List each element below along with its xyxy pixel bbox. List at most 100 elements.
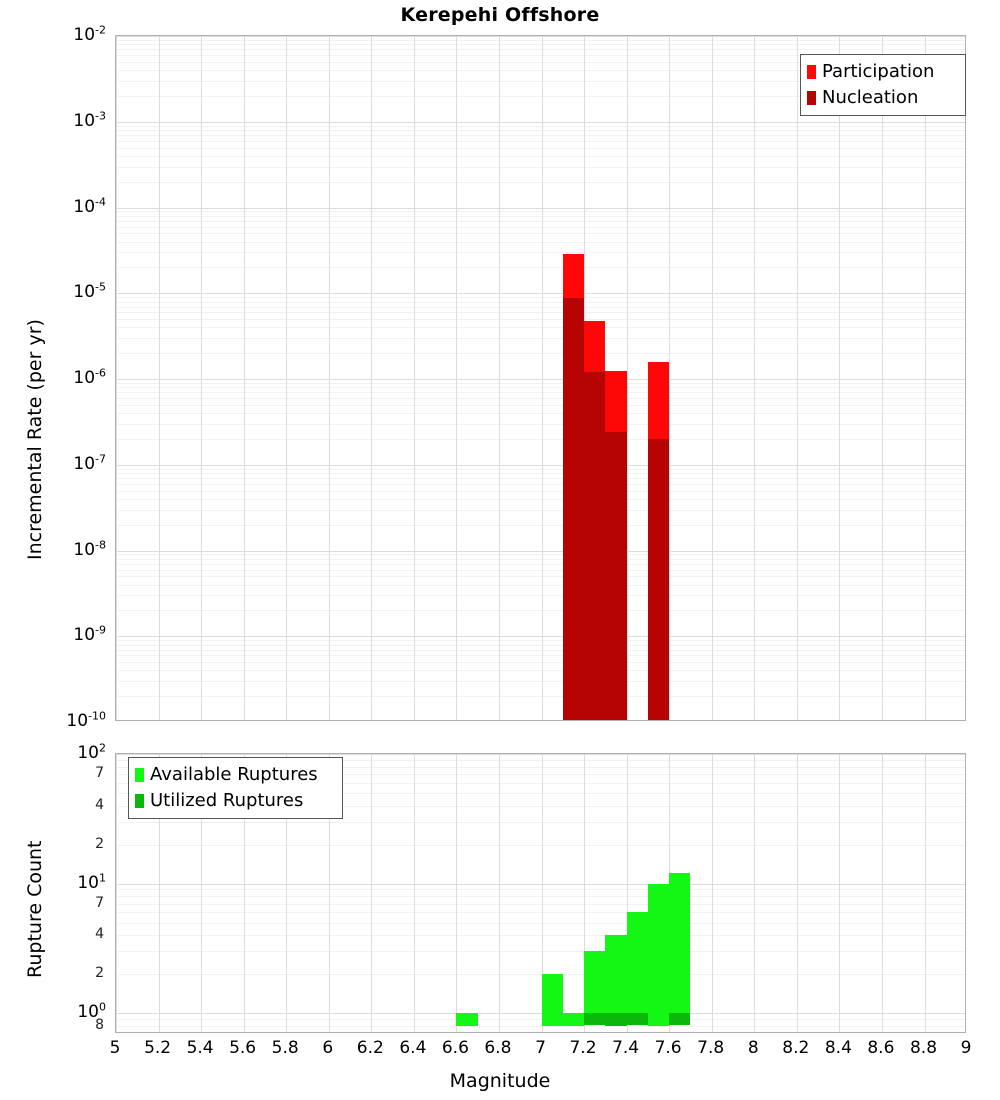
x-tick-label: 8.4: [824, 1038, 852, 1058]
gridline-v: [541, 754, 543, 1032]
gridline-h-minor: [116, 404, 965, 406]
gridline-h-minor: [116, 662, 965, 664]
gridline-h-minor: [116, 39, 965, 41]
gridline-v: [584, 754, 585, 1032]
gridline-h-minor: [116, 793, 965, 794]
gridline-v: [116, 36, 117, 720]
gridline-v: [243, 36, 245, 720]
y-tick-label-bottom: 101: [77, 870, 106, 893]
gridline-h-minor: [116, 140, 965, 142]
bar-segment-available: [605, 935, 627, 1026]
y-tick-label-top: 10-7: [73, 452, 106, 474]
gridline-h-minor: [116, 49, 965, 51]
gridline-h-minor: [116, 759, 965, 761]
x-tick-label: 8.2: [782, 1038, 810, 1058]
gridline-h-minor: [116, 392, 965, 394]
gridline-v: [158, 754, 160, 1032]
legend-bottom: Available Ruptures Utilized Ruptures: [128, 757, 343, 819]
x-tick-label: 5.6: [229, 1038, 257, 1058]
gridline-h-minor: [116, 166, 965, 168]
gridline-h-major: [116, 883, 965, 885]
legend-bottom-item-swatch-icon: [135, 794, 144, 808]
gridline-v: [626, 36, 628, 720]
gridline-h-minor: [116, 670, 965, 672]
gridline-v: [839, 754, 841, 1032]
gridline-h-minor: [116, 569, 965, 571]
gridline-h-minor: [116, 382, 965, 384]
x-tick-label: 6.8: [484, 1038, 512, 1058]
gridline-v: [286, 754, 288, 1032]
y-tick-label-bottom: 7: [95, 894, 104, 911]
x-tick-label: 8: [747, 1038, 759, 1058]
gridline-v: [116, 754, 117, 1032]
gridline-h-minor: [116, 319, 965, 321]
gridline-h-major: [116, 207, 965, 209]
legend-top-item-swatch-icon: [807, 65, 816, 79]
gridline-h-minor: [116, 95, 965, 97]
bar-segment-available: [562, 1013, 585, 1026]
y-tick-label-bottom: 7: [95, 765, 104, 782]
incremental-rate-plot: [115, 35, 966, 721]
gridline-h-minor: [116, 312, 965, 314]
gridline-v: [498, 754, 500, 1032]
gridline-h-minor: [116, 584, 965, 586]
gridline-h-minor: [116, 576, 965, 578]
x-tick-label: 6.4: [399, 1038, 427, 1058]
bar-segment-utilized: [626, 1012, 648, 1026]
x-tick-label: 5: [109, 1038, 121, 1058]
y-tick-label-top: 10-5: [73, 280, 106, 303]
gridline-v: [626, 754, 628, 1032]
legend-bottom-item-label: Utilized Ruptures: [150, 790, 304, 811]
gridline-h-major: [116, 293, 965, 295]
gridline-v: [286, 36, 288, 720]
gridline-v: [498, 36, 500, 720]
x-axis-title: Magnitude: [449, 1070, 551, 1092]
gridline-h-minor: [116, 55, 965, 56]
gridline-h-minor: [116, 805, 965, 807]
gridline-h-minor: [116, 155, 965, 157]
gridline-h-minor: [116, 181, 965, 183]
gridline-v: [881, 36, 883, 720]
bar-segment-available: [626, 912, 648, 1026]
y-axis-title-top: Incremental Rate (per yr): [24, 319, 46, 560]
x-tick-label: 6: [322, 1038, 334, 1058]
gridline-h-minor: [116, 61, 965, 63]
gridline-h-minor: [116, 903, 965, 905]
x-tick-label: 7.8: [697, 1038, 725, 1058]
gridline-v: [924, 36, 926, 720]
gridline-h-minor: [116, 135, 965, 136]
y-tick-label-bottom: 100: [77, 1000, 106, 1022]
bar-incremental-rate: [647, 361, 670, 720]
gridline-h-minor: [116, 490, 965, 492]
gridline-h-minor: [116, 1025, 965, 1027]
bar-rupture-count: [605, 935, 627, 1026]
gridline-h-minor: [116, 301, 965, 303]
gridline-h-minor: [116, 483, 965, 485]
gridline-h-minor: [116, 766, 965, 768]
bar-segment-available: [456, 1013, 478, 1026]
gridline-h-minor: [116, 398, 965, 399]
gridline-v: [456, 36, 458, 720]
x-tick-label: 6.6: [441, 1038, 469, 1058]
gridline-v: [371, 36, 373, 720]
bar-segment-available: [541, 974, 563, 1026]
gridline-h-minor: [116, 951, 965, 953]
gridline-h-minor: [116, 297, 965, 299]
gridline-h-minor: [116, 681, 965, 683]
x-tick-label: 5.8: [271, 1038, 299, 1058]
gridline-h-minor: [116, 889, 965, 891]
gridline-h-minor: [116, 610, 965, 612]
x-tick-label: 5.4: [186, 1038, 214, 1058]
gridline-h-minor: [116, 44, 965, 46]
gridline-h-minor: [116, 387, 965, 389]
gridline-v: [881, 754, 883, 1032]
y-tick-label-top: 10-6: [73, 366, 106, 388]
gridline-h-minor: [116, 473, 965, 475]
gridline-h-minor: [116, 782, 965, 784]
x-tick-label: 7.6: [654, 1038, 682, 1058]
bar-rupture-count: [562, 1013, 585, 1026]
gridline-h-minor: [116, 640, 965, 642]
bar-segment-utilized: [669, 1012, 691, 1026]
gridline-h-minor: [116, 655, 965, 657]
bar-segment-nucleation: [584, 372, 606, 720]
